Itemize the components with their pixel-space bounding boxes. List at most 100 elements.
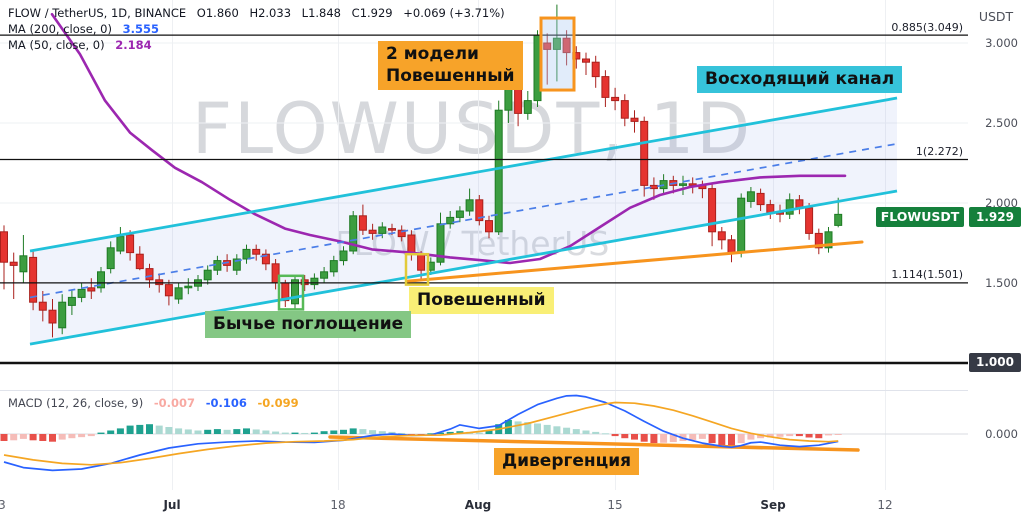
candle-body (145, 268, 154, 281)
macd-hist-bar (660, 434, 668, 443)
candle-body (232, 258, 241, 271)
macd-hist-bar (514, 421, 522, 434)
ma200-label: MA (200, close, 0) (8, 22, 112, 36)
candle-body (582, 58, 590, 63)
candle-body (87, 287, 96, 292)
macd-hist-bar (747, 434, 755, 440)
candle-body (368, 229, 377, 234)
macd-hist-bar (776, 434, 784, 437)
macd-hist-bar (310, 432, 318, 434)
candle-body (727, 239, 736, 254)
macd-hist-bar (359, 429, 367, 434)
macd-hist-bar (815, 434, 823, 439)
candle-body (310, 277, 319, 286)
legend-symbol-row[interactable]: FLOW / TetherUS, 1D, BINANCE O1.860 H2.0… (8, 5, 512, 21)
macd-hist-bar (165, 427, 173, 434)
candle-body (475, 199, 484, 222)
macd-hist-bar (243, 428, 250, 434)
annotation-ascending-channel[interactable]: Восходящий канал (697, 66, 903, 93)
macd-hist-bar (301, 432, 309, 434)
ohlc-open: O1.860 (196, 6, 239, 20)
candle-body (465, 199, 474, 212)
candle-body (378, 226, 387, 234)
macd-hist-bar (369, 430, 377, 434)
time-axis[interactable]: 3 Jul 18 Aug 15 Sep 12 (0, 490, 1024, 524)
price-tick-label: 3.000 (985, 36, 1018, 50)
annotation-hanging-man[interactable]: Повешенный (409, 287, 554, 314)
candle-body (494, 109, 503, 233)
macd-hist-bar (0, 434, 8, 441)
annotation-bullish-engulfing[interactable]: Бычье поглощение (205, 311, 412, 338)
legend: FLOW / TetherUS, 1D, BINANCE O1.860 H2.0… (8, 5, 512, 53)
legend-ma200-row[interactable]: MA (200, close, 0) 3.555 (8, 21, 512, 37)
time-tick-label: Sep (760, 498, 786, 512)
macd-hist-bar (708, 434, 716, 444)
macd-hist-bar (553, 426, 561, 434)
candle-body (184, 285, 193, 289)
macd-pane (0, 394, 860, 472)
macd-hist-bar (737, 434, 745, 444)
annotation-divergence[interactable]: Дивергенция (494, 448, 640, 475)
candle-body (358, 215, 367, 231)
candle-body (242, 248, 251, 260)
candle-body (77, 288, 86, 298)
macd-hist-bar (378, 431, 386, 434)
change-value: +0.069 (+3.71%) (403, 6, 505, 20)
candle-body (446, 216, 455, 225)
fib-level-label-0885: 0.885(3.049) (891, 21, 963, 34)
macd-hist-bar (330, 430, 338, 434)
macd-hist-bar (650, 434, 658, 444)
macd-label: MACD (12, 26, close, 9) (8, 396, 144, 410)
candle-body (601, 76, 610, 98)
macd-hist-bar (398, 432, 406, 434)
candle-body (485, 220, 493, 233)
macd-hist-bar (640, 434, 648, 442)
macd-hist-bar (126, 425, 134, 434)
candle-body (523, 100, 532, 114)
macd-hist-bar (388, 431, 396, 434)
annotation-two-hanging-man[interactable]: 2 модели Повешенный (378, 41, 523, 90)
candle-body (29, 256, 38, 303)
candle-body (291, 279, 299, 305)
candle-body (737, 197, 746, 254)
candle-body (48, 309, 57, 324)
macd-hist-bar (718, 434, 726, 446)
legend-ma50-row[interactable]: MA (50, close, 0) 2.184 (8, 37, 512, 53)
candle-body (552, 37, 561, 50)
candle-body (67, 296, 76, 306)
macd-hist-bar (87, 434, 95, 437)
macd-hist-bar (728, 434, 735, 447)
candle-body (97, 271, 105, 289)
candle-body (261, 253, 270, 265)
macd-hist-bar (184, 429, 192, 434)
macd-hist-bar (107, 430, 115, 434)
candle-body (455, 210, 464, 218)
macd-hist-bar (175, 428, 183, 434)
macd-hist-bar (194, 430, 202, 434)
candle-body (504, 88, 513, 111)
price-tick-label: 2.500 (985, 116, 1018, 130)
macd-hist-bar (805, 434, 813, 438)
time-tick-label: 18 (330, 498, 346, 512)
candle-body (349, 215, 358, 252)
macd-hist-bar (252, 429, 260, 434)
macd-hist-bar (97, 432, 105, 434)
macd-line (3, 394, 839, 472)
symbol-price-badge: FLOWUSDT (876, 207, 964, 227)
macd-hist-value: -0.007 (153, 396, 196, 410)
price-axis[interactable]: USDT 3.000 2.500 2.000 1.500 0.000 (968, 0, 1024, 524)
macd-hist-bar (213, 429, 221, 434)
macd-hist-bar (621, 434, 629, 439)
candle-body (591, 61, 600, 78)
macd-hist-bar (582, 430, 590, 434)
macd-hist-bar (563, 427, 571, 434)
price-tick-label: 1.500 (985, 276, 1018, 290)
legend-macd-row[interactable]: MACD (12, 26, close, 9) -0.007 -0.106 -0… (8, 396, 306, 410)
candle-body (611, 96, 620, 102)
ma200-value: 3.555 (122, 22, 159, 36)
macd-hist-bar (631, 434, 638, 440)
macd-hist-bar (281, 432, 289, 434)
candle-body (630, 117, 639, 122)
candle-body (164, 284, 173, 297)
